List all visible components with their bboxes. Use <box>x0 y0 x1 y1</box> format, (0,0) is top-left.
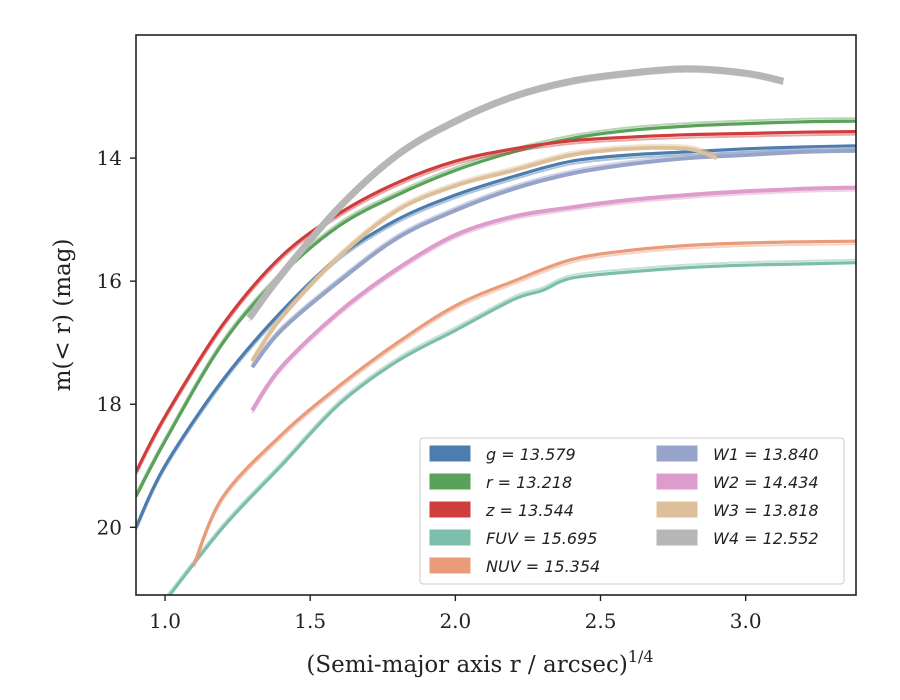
x-tick-label: 1.0 <box>149 609 181 633</box>
legend-frame <box>419 437 845 585</box>
legend-label: FUV = 15.695 <box>486 529 597 548</box>
series-g-line <box>136 144 856 528</box>
legend-item-w1: W1 = 13.840 <box>656 445 819 464</box>
x-tick-label: 1.5 <box>294 609 326 633</box>
legend-swatch <box>656 445 698 462</box>
series-w3 <box>250 143 718 363</box>
series-w3-line <box>250 145 718 363</box>
legend-item-nuv: NUV = 15.354 <box>429 557 600 576</box>
series-w1-line <box>250 148 856 369</box>
legend-item-r: r = 13.218 <box>429 473 572 492</box>
series-fuv <box>166 258 856 595</box>
legend-label: NUV = 15.354 <box>486 557 600 576</box>
series-w4-line <box>246 65 785 321</box>
series-r-model-line <box>136 117 856 494</box>
legend-items: g = 13.579 r = 13.218 z = 13.544 FUV = 15.6… <box>429 445 819 576</box>
legend: g = 13.579 r = 13.218 z = 13.544 FUV = 15.6… <box>419 437 845 585</box>
legend-swatch <box>429 557 471 574</box>
series-w2 <box>250 185 856 414</box>
legend-item-fuv: FUV = 15.695 <box>429 529 597 548</box>
legend-swatch <box>656 501 698 518</box>
series-nuv-model-line <box>193 243 856 568</box>
series-fuv-model-line <box>166 258 856 595</box>
legend-swatch <box>429 473 471 490</box>
legend-swatch <box>429 529 471 546</box>
legend-item-w3: W3 = 13.818 <box>656 501 819 520</box>
series-w1 <box>250 146 856 369</box>
y-tick-label: 16 <box>97 269 122 293</box>
series-r <box>136 117 856 498</box>
y-tick-label: 18 <box>97 392 122 416</box>
y-axis-label: m(< r) (mag) <box>50 239 76 392</box>
series-w1-model-line <box>251 146 856 365</box>
x-tick-label: 3.0 <box>730 609 762 633</box>
series-z-line <box>136 130 856 473</box>
ticks-layer: 1.0 1.5 2.0 2.5 3.0 14 16 18 20 <box>97 146 762 633</box>
series-g <box>136 144 856 531</box>
series-layer <box>136 65 856 595</box>
series-w2-line <box>250 185 856 412</box>
y-tick-label: 14 <box>97 146 122 170</box>
legend-item-w2: W2 = 14.434 <box>656 473 819 492</box>
y-tick-label: 20 <box>97 515 122 539</box>
legend-item-z: z = 13.544 <box>429 501 574 520</box>
x-tick-label: 2.0 <box>439 609 471 633</box>
legend-label: W1 = 13.840 <box>713 445 819 464</box>
legend-swatch <box>429 445 471 462</box>
legend-swatch <box>429 501 471 518</box>
legend-label: W2 = 14.434 <box>713 473 819 492</box>
legend-label: r = 13.218 <box>486 473 572 492</box>
series-w2-model-line <box>251 189 856 414</box>
legend-item-g: g = 13.579 <box>429 445 576 464</box>
x-tick-label: 2.5 <box>585 609 617 633</box>
x-axis-label: (Semi-major axis r / arcsec)1/4 <box>306 647 653 678</box>
series-fuv-line <box>167 261 856 595</box>
legend-label: W3 = 13.818 <box>713 501 819 520</box>
series-w4 <box>246 65 785 322</box>
series-z-model-line <box>136 133 856 476</box>
legend-swatch <box>656 529 698 546</box>
series-g-model-line <box>136 147 856 531</box>
legend-item-w4: W4 = 12.552 <box>656 529 819 548</box>
legend-label: W4 = 12.552 <box>713 529 819 548</box>
series-nuv <box>192 239 856 568</box>
series-nuv-line <box>192 239 856 565</box>
legend-label: g = 13.579 <box>486 445 576 464</box>
series-r-line <box>136 119 856 498</box>
series-z <box>136 130 856 476</box>
legend-swatch <box>656 473 698 490</box>
plot-frame <box>135 34 857 596</box>
legend-label: z = 13.544 <box>485 501 574 520</box>
